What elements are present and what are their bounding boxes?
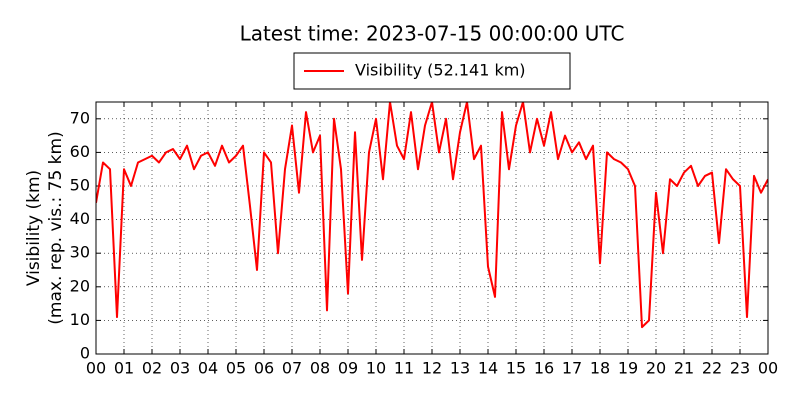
x-tick-label: 14: [478, 359, 498, 378]
data-line: [96, 102, 768, 329]
x-tick-label: 00: [86, 359, 106, 378]
x-tick-label: 13: [450, 359, 470, 378]
y-tick-label: 10: [70, 310, 90, 329]
x-tick-label: 15: [506, 359, 526, 378]
x-tick-label: 08: [310, 359, 330, 378]
x-tick-label: 12: [422, 359, 442, 378]
plot-frame: [95, 101, 769, 355]
x-tick-label: 06: [254, 359, 274, 378]
x-tick-label: 22: [702, 359, 722, 378]
x-tick-label: 23: [730, 359, 750, 378]
legend-label: Visibility (52.141 km): [355, 61, 526, 80]
x-tick-label: 04: [198, 359, 218, 378]
x-tick-label: 20: [646, 359, 666, 378]
x-tick-label: 05: [226, 359, 246, 378]
x-tick-label: 02: [142, 359, 162, 378]
x-tick-label: 10: [366, 359, 386, 378]
x-tick-label: 09: [338, 359, 358, 378]
x-tick-label: 17: [562, 359, 582, 378]
x-tick-label: 21: [674, 359, 694, 378]
y-tick-label: 40: [70, 209, 90, 228]
x-tick-label: 01: [114, 359, 134, 378]
y-tick-label: 0: [80, 344, 90, 363]
y-tick-label: 20: [70, 276, 90, 295]
chart-title: Latest time: 2023-07-15 00:00:00 UTC: [240, 22, 625, 46]
x-tick-label: 00: [758, 359, 778, 378]
x-tick-label: 19: [618, 359, 638, 378]
y-axis-label: (max. rep. vis.: 75 km): [46, 131, 66, 324]
y-axis-label: Visibility (km): [24, 170, 44, 286]
y-tick-label: 30: [70, 243, 90, 262]
x-tick-label: 11: [394, 359, 414, 378]
y-tick-label: 50: [70, 176, 90, 195]
x-tick-label: 16: [534, 359, 554, 378]
x-tick-label: 03: [170, 359, 190, 378]
x-tick-label: 18: [590, 359, 610, 378]
x-tick-label: 07: [282, 359, 302, 378]
y-tick-label: 70: [70, 108, 90, 127]
y-tick-label: 60: [70, 142, 90, 161]
